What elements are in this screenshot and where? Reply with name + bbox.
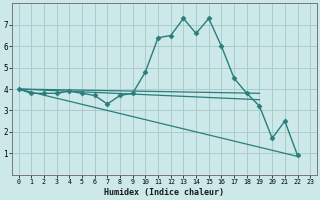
- X-axis label: Humidex (Indice chaleur): Humidex (Indice chaleur): [104, 188, 224, 197]
